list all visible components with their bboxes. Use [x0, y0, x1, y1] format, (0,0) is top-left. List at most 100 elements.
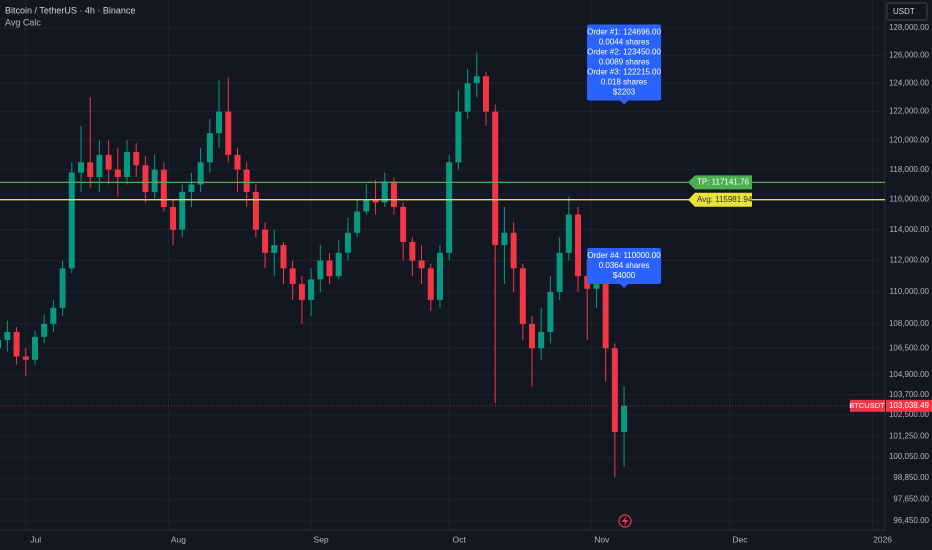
order-pointer [620, 283, 629, 288]
order-text: $2203 [613, 88, 636, 97]
candle-body [280, 245, 287, 269]
candle-body [602, 284, 609, 349]
order-text: 0.0044 shares [599, 38, 650, 47]
candle-body [22, 356, 29, 360]
y-tick-label: 104,900.00 [889, 370, 930, 379]
candle-body [473, 76, 480, 84]
x-tick-label: 2026 [873, 534, 892, 544]
candle-body [188, 184, 195, 192]
candle-body [409, 241, 416, 261]
candle-body [510, 232, 517, 269]
y-tick-label: 98,850.00 [893, 473, 929, 482]
candle-body [206, 133, 213, 163]
y-tick-label: 126,000.00 [889, 50, 930, 59]
candle-body [114, 169, 121, 178]
candle-body [519, 268, 526, 324]
candle-body [418, 260, 425, 269]
candle-body [464, 83, 471, 112]
candle-body [390, 181, 397, 207]
last-price-symbol-tag [850, 399, 885, 412]
candle-body [501, 232, 508, 246]
candle-body [363, 199, 370, 212]
candle-body [565, 214, 572, 253]
currency-button[interactable] [886, 2, 928, 21]
x-tick-label: Aug [171, 534, 186, 544]
candle-body [482, 76, 489, 112]
candle-body [4, 331, 11, 341]
candle-body [31, 336, 38, 360]
y-tick-label: 120,000.00 [889, 135, 930, 144]
candle-body [556, 252, 563, 292]
level-label: TP: 117141.76 [697, 177, 749, 186]
candle-body [68, 172, 75, 269]
candle-body [575, 214, 582, 277]
y-tick-label: 128,000.00 [889, 23, 930, 32]
candle-body [41, 323, 48, 337]
candle-body [593, 284, 600, 289]
y-tick-label: 124,000.00 [889, 78, 930, 87]
candle-body [13, 331, 20, 357]
order-text: 0.0364 shares [599, 261, 650, 270]
candle-body [381, 181, 388, 203]
candle-body [372, 199, 379, 203]
level-tag [688, 175, 752, 190]
candle-body [0, 340, 2, 349]
candle-body [354, 211, 361, 233]
candle-body [344, 232, 351, 253]
candle-body [87, 162, 94, 178]
candle-body [78, 162, 84, 173]
candle-body [271, 245, 278, 253]
y-tick-label: 110,000.00 [890, 287, 930, 296]
x-tick-label: Dec [732, 534, 748, 544]
candle-body [179, 191, 186, 230]
candle-body [427, 268, 434, 300]
y-tick-label: 112,000.00 [890, 256, 930, 265]
candle-body [197, 162, 204, 185]
candle-body [436, 252, 443, 300]
candle-body [298, 284, 305, 300]
candle-body [400, 206, 407, 242]
order-text: 0.0089 shares [599, 58, 650, 67]
candle-body [133, 152, 140, 166]
last-price-symbol: BTCUSDT [849, 401, 885, 410]
y-tick-label: 97,650.00 [893, 495, 929, 504]
candle-body [96, 154, 103, 178]
alert-icon[interactable] [618, 514, 632, 528]
candle-body [547, 291, 554, 332]
y-tick-label: 100,050.00 [889, 452, 930, 461]
candle-body [124, 152, 131, 178]
x-tick-label: Oct [453, 534, 467, 544]
order-pointer [620, 100, 629, 105]
level-tag [688, 192, 752, 207]
candle-body [252, 191, 259, 230]
y-tick-label: 102,500.00 [889, 410, 930, 419]
candle-body [225, 111, 232, 155]
candle-body [455, 111, 462, 163]
alert-icon-bolt[interactable] [622, 516, 628, 526]
y-tick-label: 96,450.00 [893, 516, 929, 525]
candle-body [105, 154, 112, 170]
candle-body [216, 111, 223, 134]
y-tick-label: 114,000.00 [890, 225, 930, 234]
candle-body [160, 169, 167, 207]
candle-body [317, 260, 324, 280]
candle-body [170, 206, 177, 230]
indicator-name[interactable]: Avg Calc [5, 17, 41, 27]
candle-body [538, 331, 545, 349]
y-tick-label: 116,000.00 [890, 195, 930, 204]
candle-body [234, 154, 241, 170]
candle-body [492, 111, 499, 246]
order-text: Order #1: 124696.00 [587, 28, 661, 37]
candle-body [308, 279, 315, 300]
last-price-label: 103,038.49 [889, 401, 930, 410]
order-text: Order #3: 122215.00 [587, 68, 661, 77]
y-tick-label: 122,000.00 [889, 107, 930, 116]
x-tick-label: Nov [594, 534, 610, 544]
symbol-title: Bitcoin / TetherUS · 4h · Binance [5, 5, 135, 15]
order-text: $4000 [613, 271, 636, 280]
candle-body [142, 165, 149, 192]
candle-body [335, 252, 342, 277]
currency-label[interactable]: USDT [893, 7, 915, 16]
